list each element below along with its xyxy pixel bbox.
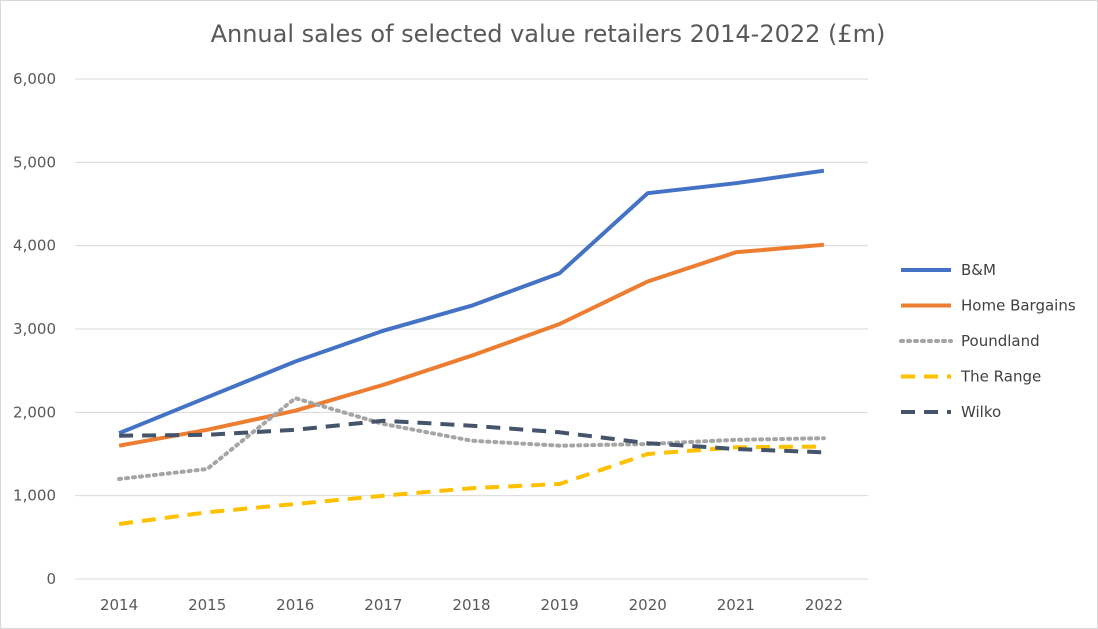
legend-label-wilko: Wilko [961,403,1001,421]
x-tick-label: 2014 [100,596,138,614]
x-tick-label: 2019 [541,596,579,614]
legend-label-b-m: B&M [961,261,996,279]
x-tick-label: 2016 [276,596,314,614]
gridlines [75,78,868,580]
y-tick-label: 2,000 [13,403,56,421]
legend: B&M Home Bargains Poundland The Range Wilko [899,261,1076,421]
y-tick-label: 1,000 [13,487,56,505]
series-lines [117,168,826,526]
series-line-poundland [117,396,826,481]
legend-label-poundland: Poundland [961,332,1040,350]
y-tick-label: 4,000 [13,237,56,255]
y-tick-label: 3,000 [13,320,56,338]
series-line-home-bargains [118,242,825,448]
y-tick-label: 6,000 [13,70,56,88]
x-tick-label: 2017 [364,596,402,614]
legend-label-the-range: The Range [960,368,1041,386]
x-tick-label: 2022 [805,596,843,614]
x-axis-ticks: 2014 2015 2016 2017 2018 2019 2020 2021 2022 [100,596,843,614]
y-axis-ticks: 0 1,000 2,000 3,000 4,000 5,000 6,000 [13,70,56,588]
series-line-b-m [118,168,825,436]
y-tick-label: 0 [46,570,56,588]
x-tick-label: 2021 [717,596,755,614]
x-tick-label: 2015 [188,596,226,614]
chart-title: Annual sales of selected value retailers… [210,20,886,48]
legend-label-home-bargains: Home Bargains [961,297,1076,315]
series-line-wilko [119,418,824,455]
x-tick-label: 2020 [629,596,667,614]
series-line-the-range [118,444,824,526]
x-tick-label: 2018 [452,596,490,614]
y-tick-label: 5,000 [13,153,56,171]
